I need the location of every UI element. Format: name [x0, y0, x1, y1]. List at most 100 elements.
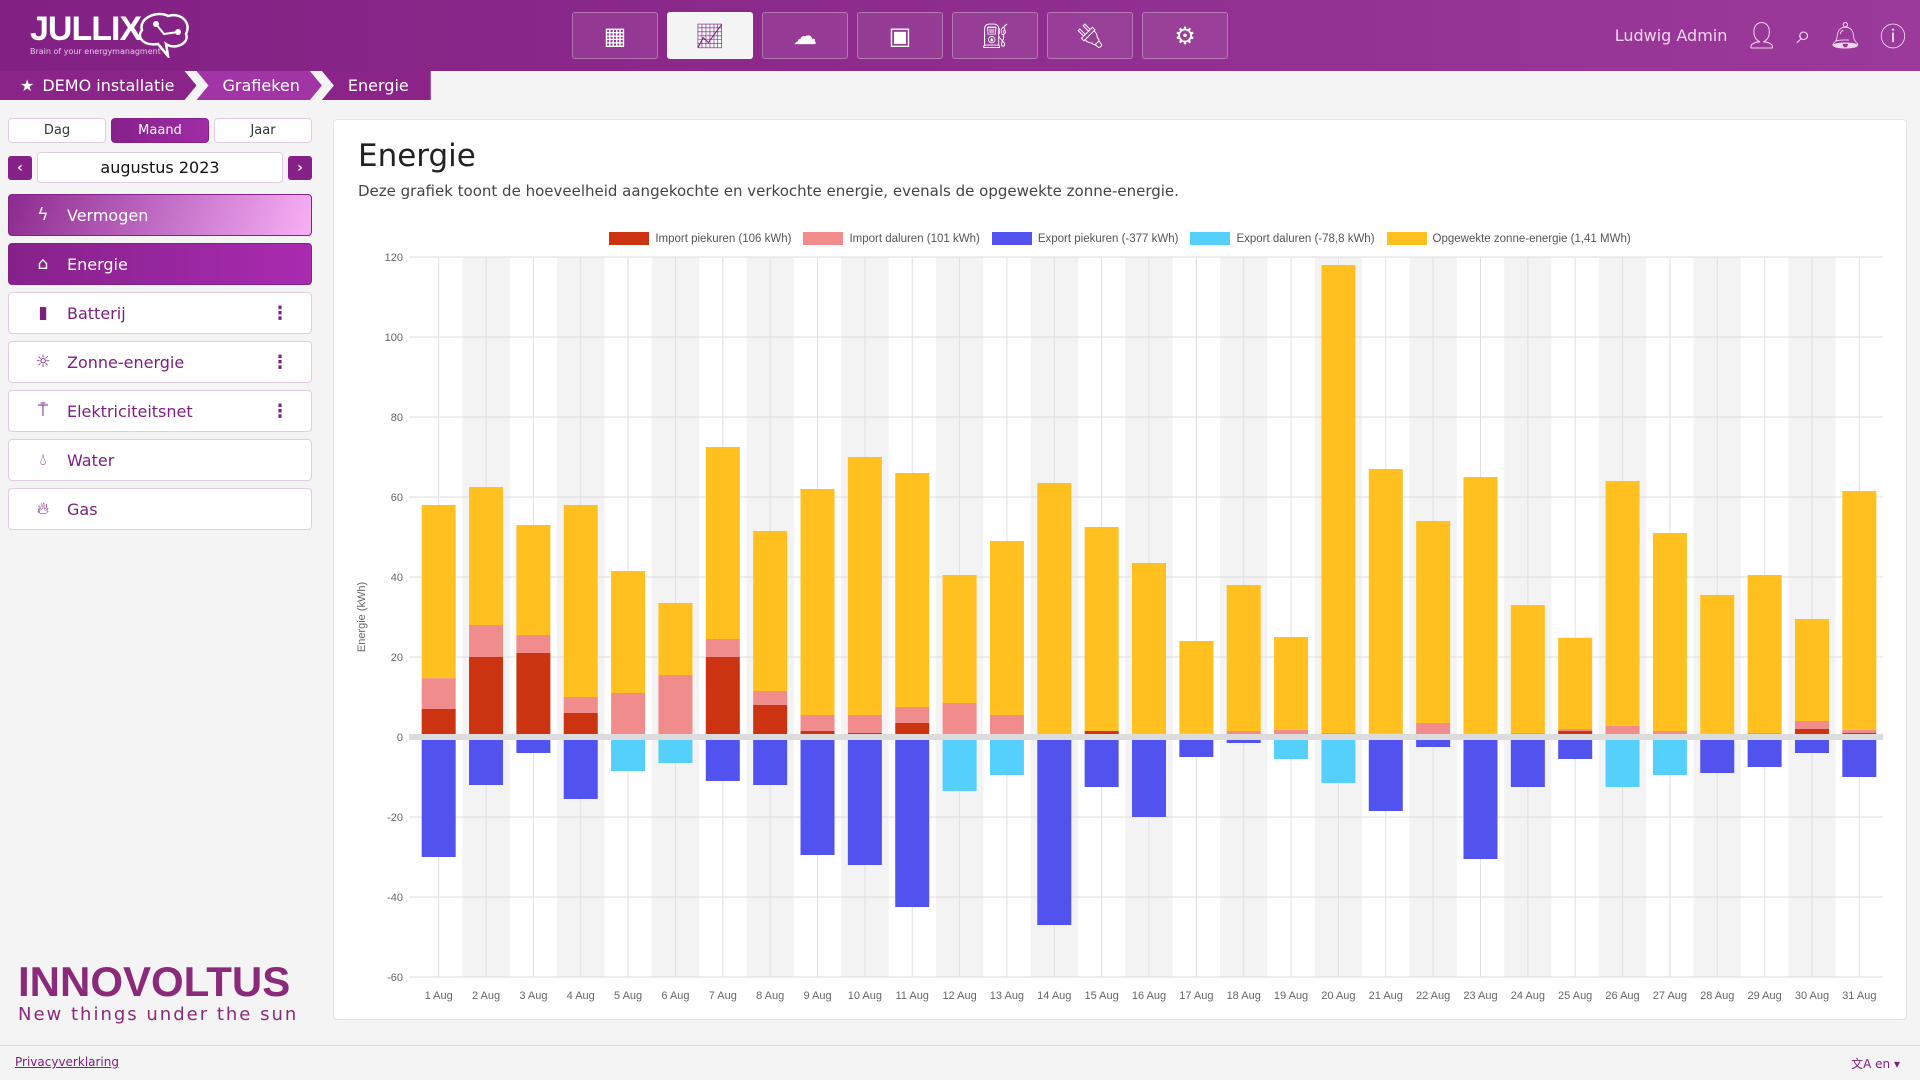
breadcrumb-installation[interactable]: ★ DEMO installatie — [0, 71, 197, 100]
x-tick-label: 31 Aug — [1842, 990, 1876, 1002]
bar-segment — [1416, 723, 1451, 735]
user-icon[interactable]: 👤︎ — [1745, 20, 1779, 51]
bar-segment — [847, 715, 882, 733]
bolt-icon: ϟ — [37, 205, 49, 225]
legend-label: Export daluren (-78,8 kWh) — [1236, 232, 1375, 245]
nav-settings-button[interactable]: ⚙ — [1142, 12, 1228, 59]
x-tick-label: 27 Aug — [1653, 990, 1687, 1002]
bar-segment — [1226, 585, 1261, 731]
x-tick-label: 30 Aug — [1795, 990, 1829, 1002]
sidebar-item-batterij[interactable]: ▮ Batterij ⋮ — [8, 292, 312, 334]
bar-segment — [1794, 729, 1829, 737]
more-options-icon[interactable]: ⋮ — [271, 351, 289, 373]
x-tick-label: 28 Aug — [1700, 990, 1734, 1002]
bar-segment — [563, 737, 598, 799]
x-tick-label: 24 Aug — [1511, 990, 1545, 1002]
bar-segment — [563, 505, 598, 697]
legend-item[interactable]: Export daluren (-78,8 kWh) — [1190, 232, 1375, 245]
search-icon[interactable]: ⌕ — [1796, 20, 1811, 50]
x-tick-label: 11 Aug — [895, 990, 928, 1002]
bar-segment — [1794, 619, 1829, 721]
nav-plug-button[interactable]: 🔌︎ — [1047, 12, 1133, 59]
bar-segment — [1842, 737, 1877, 777]
x-tick-label: 20 Aug — [1321, 990, 1355, 1002]
brain-icon: ☁ — [793, 21, 817, 50]
legend-item[interactable]: Export piekuren (-377 kWh) — [991, 232, 1179, 245]
more-options-icon[interactable]: ⋮ — [271, 302, 289, 324]
bar-segment — [611, 693, 646, 737]
bar-segment — [989, 715, 1024, 737]
legend-swatch — [991, 232, 1032, 245]
sidebar-item-gas[interactable]: 🔥︎ Gas — [8, 488, 312, 530]
x-tick-label: 15 Aug — [1085, 990, 1119, 1002]
privacy-link[interactable]: Privacyverklaring — [15, 1055, 119, 1069]
y-axis-label: Energie (kWh) — [356, 582, 368, 652]
legend-item[interactable]: Opgewekte zonne-energie (1,41 MWh) — [1386, 232, 1631, 245]
period-day-button[interactable]: Dag — [8, 118, 106, 143]
bar-segment — [516, 635, 551, 653]
sidebar-item-zonne-energie[interactable]: ☼ Zonne-energie ⋮ — [8, 341, 312, 383]
legend-swatch — [1386, 232, 1427, 245]
breadcrumb-charts[interactable]: Grafieken — [197, 71, 322, 100]
nav-dashboard-button[interactable]: ▦ — [572, 12, 658, 59]
x-tick-label: 21 Aug — [1369, 990, 1403, 1002]
sidebar-item-energie[interactable]: ⌂ Energie — [8, 243, 312, 285]
jullix-logo[interactable]: JULLIX Brain of your energymanagment — [30, 10, 189, 58]
nav-charts-button[interactable]: 📈︎ — [667, 12, 753, 59]
bar-segment — [1794, 721, 1829, 729]
period-year-button[interactable]: Jaar — [214, 118, 312, 143]
language-selector[interactable]: 文A en ▾ — [1851, 1057, 1900, 1071]
y-tick-label: 0 — [397, 732, 403, 744]
user-name[interactable]: Ludwig Admin — [1614, 26, 1728, 45]
y-tick-label: -20 — [387, 812, 403, 824]
energy-bar-chart: 120 100 80 60 40 20 0 -20 -40 -60 Energie (kWh) 1 A… — [356, 252, 1883, 1002]
next-period-button[interactable]: › — [288, 155, 312, 180]
bar-segment — [1037, 483, 1072, 735]
bar-segment — [1132, 737, 1166, 817]
legend-label: Export piekuren (-377 kWh) — [1037, 232, 1179, 245]
sidebar-item-water[interactable]: 💧︎ Water — [8, 439, 312, 481]
bar-segment — [895, 473, 930, 707]
bar-segment — [800, 715, 835, 731]
previous-period-button[interactable]: ‹ — [8, 155, 32, 180]
nav-costs-button[interactable]: ▣ — [857, 12, 943, 59]
nav-charger-button[interactable]: ⛽︎ — [952, 12, 1038, 59]
x-tick-label: 25 Aug — [1558, 990, 1592, 1002]
bar-segment — [800, 489, 835, 715]
bar-segment — [989, 737, 1024, 775]
bar-segment — [658, 603, 693, 675]
bar-segment — [469, 625, 504, 657]
y-tick-label: -40 — [387, 892, 403, 904]
x-tick-label: 22 Aug — [1416, 990, 1450, 1002]
bar-segment — [705, 657, 740, 737]
legend-item[interactable]: Import piekuren (106 kWh) — [609, 232, 791, 245]
bar-segment — [1463, 477, 1498, 736]
bar-segment — [1747, 737, 1782, 767]
nav-ai-button[interactable]: ☁ — [762, 12, 848, 59]
bar-segment — [847, 457, 882, 715]
date-picker[interactable]: augustus 2023 — [37, 152, 283, 183]
bar-segment — [800, 737, 835, 855]
bar-segment — [1605, 481, 1640, 726]
more-options-icon[interactable]: ⋮ — [271, 400, 289, 422]
x-tick-label: 1 Aug — [425, 990, 453, 1002]
bar-segment — [469, 737, 504, 785]
bar-segment — [421, 737, 456, 857]
y-tick-label: -60 — [387, 972, 403, 984]
legend-item[interactable]: Import daluren (101 kWh) — [803, 232, 980, 245]
sidebar-item-elektriciteitsnet[interactable]: ⍑ Elektriciteitsnet ⋮ — [8, 390, 312, 432]
x-tick-label: 17 Aug — [1179, 990, 1213, 1002]
bar-segment — [611, 571, 646, 693]
period-month-button[interactable]: Maand — [111, 118, 209, 143]
help-icon[interactable]: ⓘ — [1879, 23, 1906, 53]
translate-icon: 文A — [1851, 1057, 1876, 1071]
ev-charger-icon: ⛽︎ — [979, 21, 1011, 50]
flame-icon: 🔥︎ — [36, 499, 50, 519]
bar-segment — [753, 705, 788, 737]
bar-segment — [1226, 731, 1261, 735]
x-tick-label: 14 Aug — [1037, 990, 1071, 1002]
x-tick-label: 16 Aug — [1132, 990, 1166, 1002]
bell-icon[interactable]: 🔔︎ — [1828, 20, 1862, 51]
sidebar-item-vermogen[interactable]: ϟ Vermogen — [8, 194, 312, 236]
x-tick-label: 8 Aug — [756, 990, 784, 1002]
